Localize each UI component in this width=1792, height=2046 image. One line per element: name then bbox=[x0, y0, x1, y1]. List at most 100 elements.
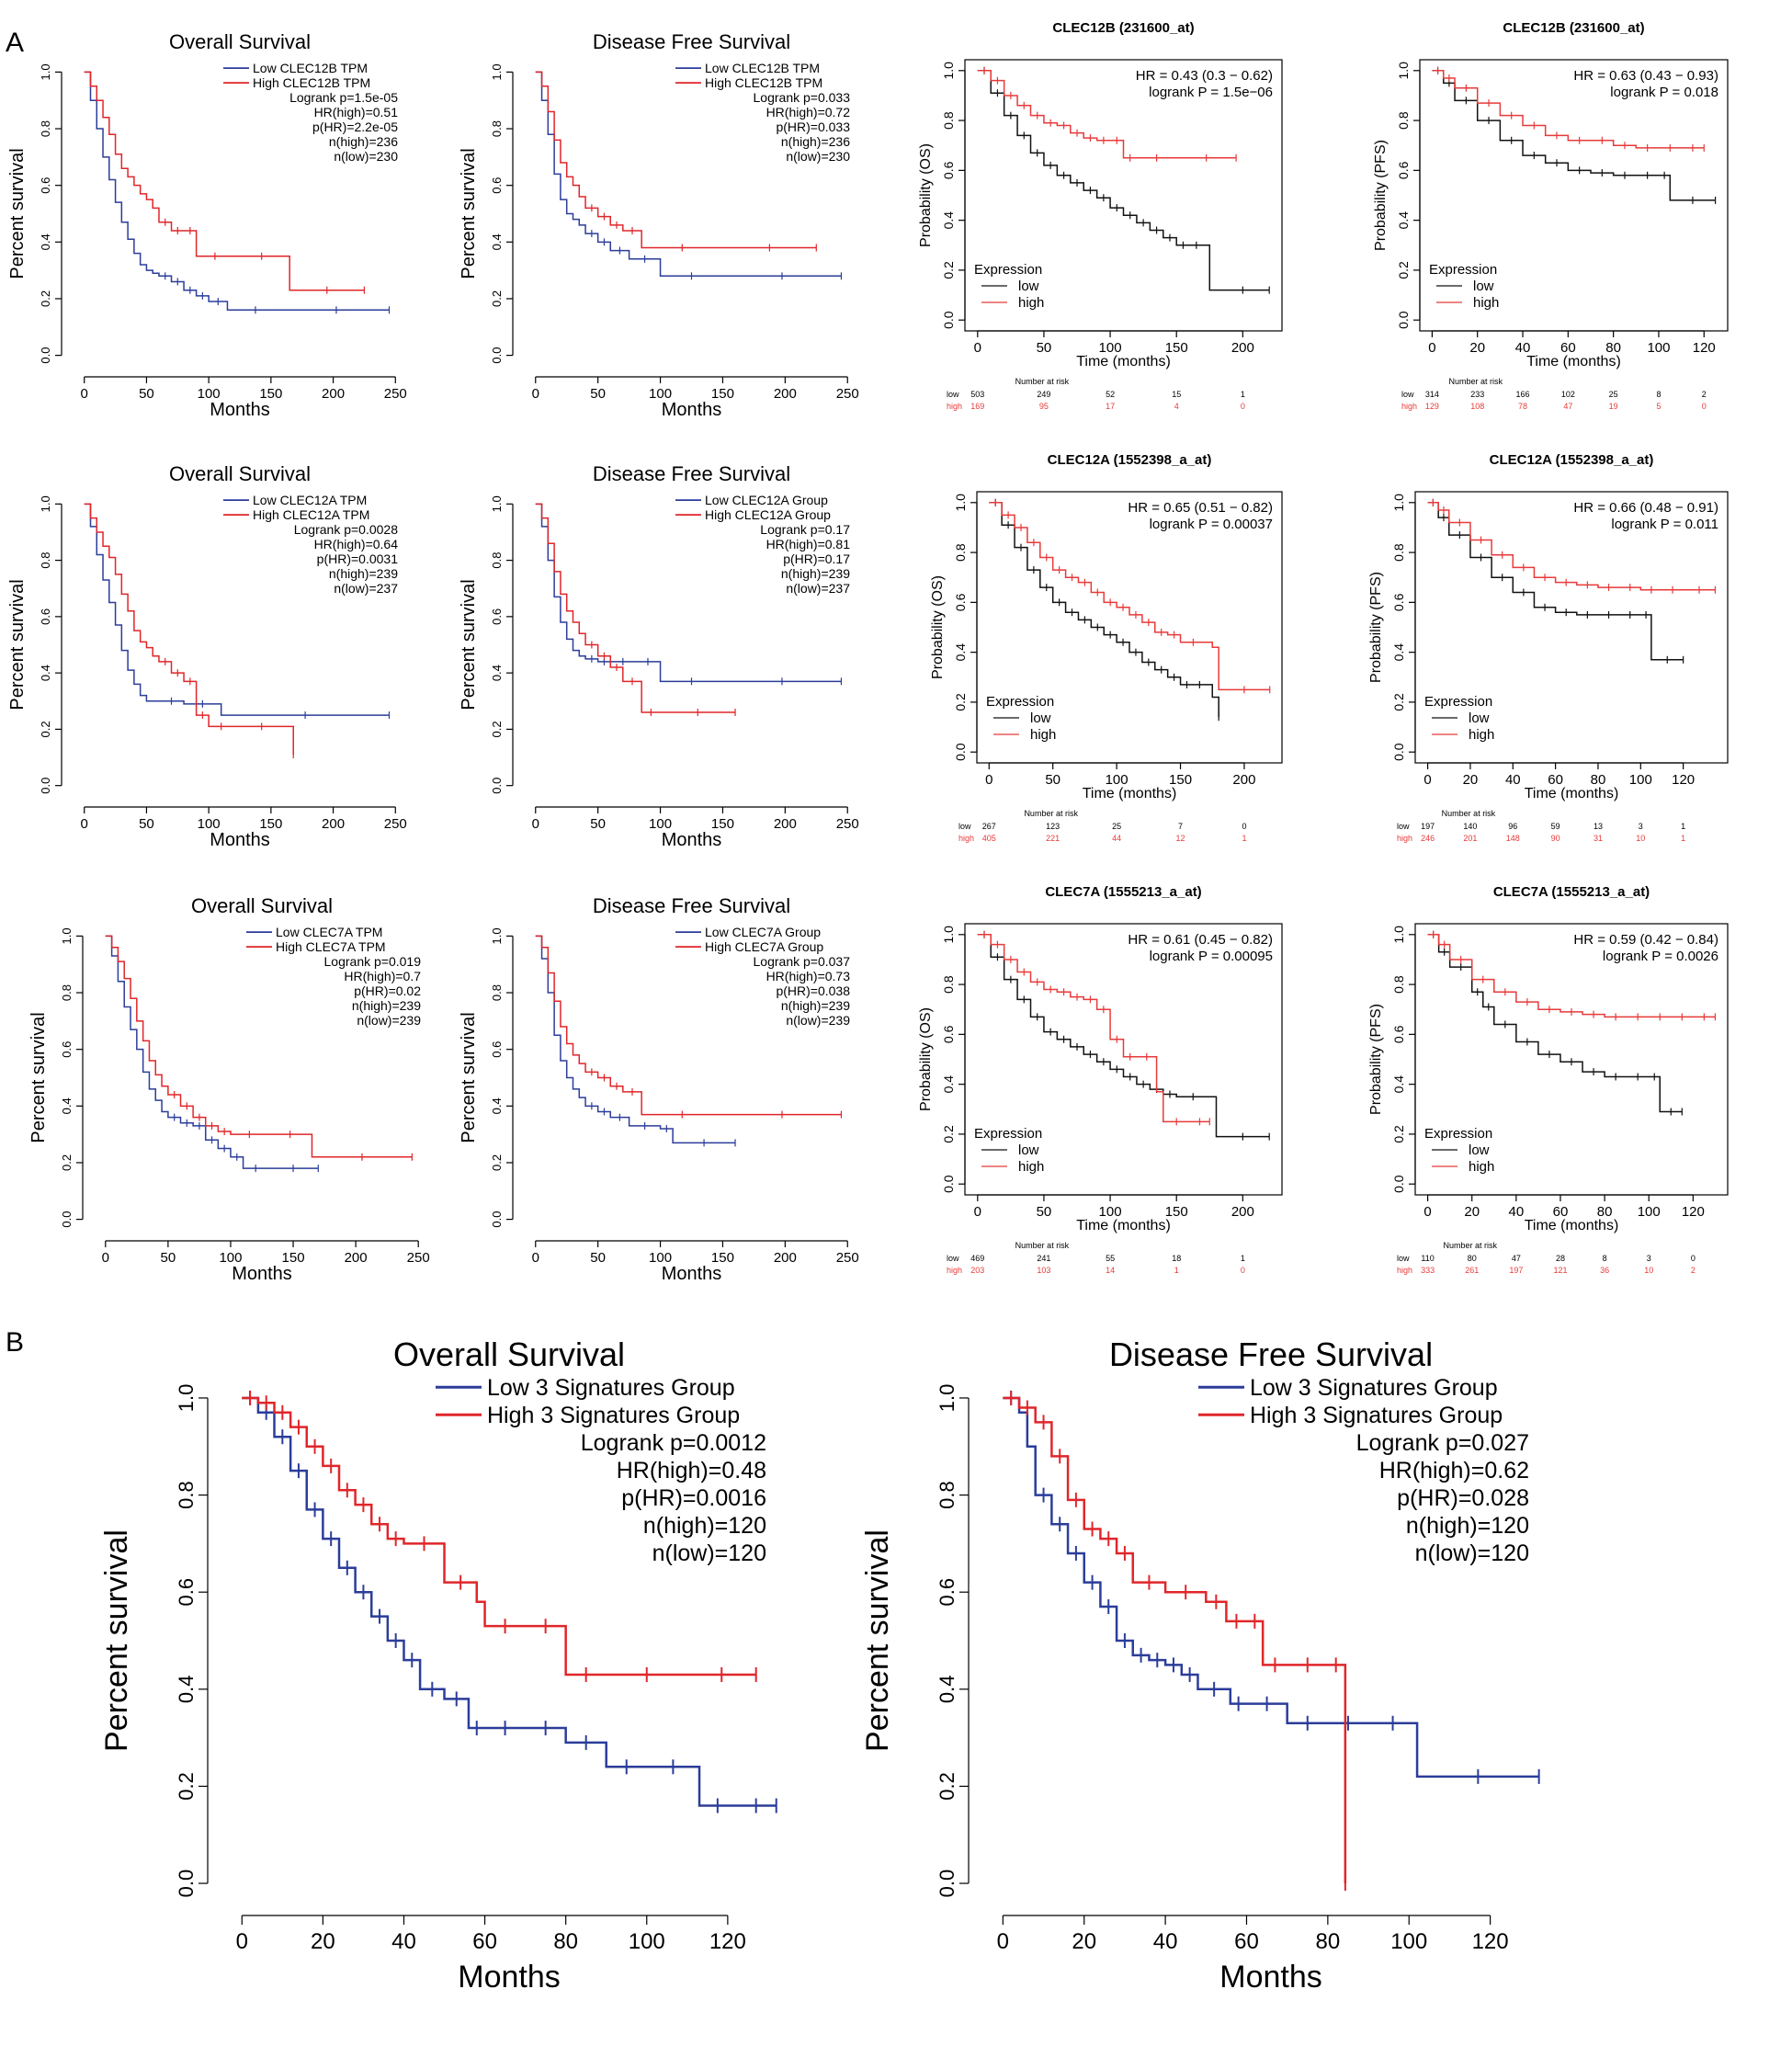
y-tick-label: 0.8 bbox=[490, 552, 504, 569]
stat-text: n(high)=120 bbox=[1406, 1513, 1529, 1539]
chart-title: Disease Free Survival bbox=[593, 894, 790, 917]
y-axis-label: Probability (OS) bbox=[918, 143, 934, 247]
x-tick-label: 0 bbox=[532, 1250, 539, 1266]
risk-count-high: 95 bbox=[1039, 402, 1049, 411]
x-tick-label: 150 bbox=[1169, 772, 1192, 788]
stat-text: HR(high)=0.7 bbox=[344, 969, 421, 983]
survival-curve-high bbox=[977, 70, 1237, 159]
chart-title: CLEC12A (1552398_a_at) bbox=[1048, 452, 1212, 468]
stat-text: Logrank p=0.037 bbox=[754, 954, 851, 969]
x-tick-label: 100 bbox=[1106, 772, 1129, 788]
legend-label-1: High CLEC12A Group bbox=[705, 507, 831, 522]
chart-a33: CLEC7A (1555213_a_at) 0.0 0.2 0.4 0.6 0.8 1.0 0… bbox=[918, 884, 1283, 1275]
stat-text: logrank P = 0.00095 bbox=[1150, 949, 1273, 964]
y-tick-label: 0.4 bbox=[490, 665, 504, 681]
risk-row-label-low: low bbox=[958, 822, 971, 831]
y-tick-label: 0.8 bbox=[1396, 111, 1411, 130]
x-tick-label: 150 bbox=[1165, 340, 1188, 356]
chart-a23: CLEC12A (1552398_a_at) 0.0 0.2 0.4 0.6 0.8 1.0… bbox=[930, 452, 1283, 843]
y-tick-label: 0.6 bbox=[941, 161, 956, 179]
x-tick-label: 50 bbox=[139, 386, 154, 402]
x-tick-label: 150 bbox=[259, 816, 282, 832]
legend-label-low: low bbox=[1030, 710, 1051, 726]
stat-text: logrank P = 0.018 bbox=[1610, 85, 1718, 100]
survival-curve-high bbox=[105, 935, 413, 1158]
chart-title: Disease Free Survival bbox=[593, 30, 790, 53]
x-tick-label: 60 bbox=[1553, 1204, 1569, 1220]
risk-count-low: 2 bbox=[1702, 390, 1707, 399]
x-tick-label: 80 bbox=[553, 1929, 578, 1954]
x-tick-label: 150 bbox=[711, 386, 734, 402]
legend-label-1: High CLEC12B TPM bbox=[705, 75, 822, 90]
risk-count-low: 166 bbox=[1516, 390, 1530, 399]
risk-count-low: 25 bbox=[1609, 390, 1618, 399]
stat-text: p(HR)=0.0031 bbox=[317, 551, 399, 566]
x-tick-label: 150 bbox=[1165, 1204, 1188, 1220]
y-tick-label: 0.6 bbox=[1396, 161, 1411, 179]
risk-count-low: 18 bbox=[1172, 1254, 1181, 1263]
legend-label-1: High CLEC7A Group bbox=[705, 939, 823, 954]
legend-label-high: high bbox=[1030, 727, 1056, 743]
chart-title: CLEC7A (1555213_a_at) bbox=[1045, 884, 1201, 900]
y-tick-label: 0.4 bbox=[490, 1097, 504, 1114]
chart-a11: Overall Survival 0.0 0.2 0.4 0.6 0.8 1.0 0 50 100… bbox=[7, 30, 407, 420]
y-tick-label: 0.0 bbox=[953, 743, 968, 761]
x-tick-label: 200 bbox=[1231, 1204, 1254, 1220]
stat-text: p(HR)=0.028 bbox=[1397, 1485, 1529, 1511]
y-tick-label: 0.8 bbox=[1391, 543, 1406, 562]
stat-text: n(high)=239 bbox=[781, 566, 850, 581]
survival-curve-low bbox=[535, 935, 736, 1144]
stat-text: n(high)=239 bbox=[352, 998, 421, 1013]
x-tick-label: 60 bbox=[472, 1929, 497, 1954]
y-tick-label: 0.6 bbox=[490, 1041, 504, 1058]
risk-count-low: 197 bbox=[1421, 822, 1435, 831]
x-tick-label: 100 bbox=[1099, 340, 1122, 356]
risk-count-high: 0 bbox=[1241, 402, 1245, 411]
y-tick-label: 0.2 bbox=[1391, 1125, 1406, 1143]
chart-title: CLEC12A (1552398_a_at) bbox=[1490, 452, 1654, 468]
legend-label-0: Low CLEC12B TPM bbox=[705, 61, 820, 75]
y-tick-label: 0.0 bbox=[1391, 743, 1406, 761]
y-tick-label: 0.6 bbox=[490, 608, 504, 625]
survival-curve-high bbox=[1432, 70, 1705, 149]
panel-label-a: A bbox=[6, 28, 24, 58]
x-tick-label: 200 bbox=[345, 1250, 368, 1266]
stat-text: HR(high)=0.72 bbox=[766, 105, 851, 119]
y-tick-label: 0.4 bbox=[39, 665, 52, 681]
y-tick-label: 0.8 bbox=[1391, 975, 1406, 994]
chart-title: CLEC12B (231600_at) bbox=[1503, 20, 1644, 36]
x-axis-label: Months bbox=[210, 400, 270, 420]
y-axis-label: Percent survival bbox=[7, 579, 28, 710]
x-tick-label: 100 bbox=[1647, 340, 1670, 356]
x-tick-label: 80 bbox=[1605, 340, 1621, 356]
chart-b1: Overall Survival 0.0 0.2 0.4 0.6 0.8 1.0 0 20 40 6… bbox=[99, 1336, 777, 1995]
stat-text: n(low)=230 bbox=[334, 149, 398, 164]
survival-curve-low bbox=[535, 71, 842, 278]
x-tick-label: 40 bbox=[1153, 1929, 1178, 1954]
x-tick-label: 150 bbox=[711, 1250, 734, 1266]
legend-label-0: Low CLEC12A Group bbox=[705, 493, 828, 507]
stat-text: HR(high)=0.73 bbox=[766, 969, 851, 983]
risk-count-low: 8 bbox=[1656, 390, 1661, 399]
chart-a21: Overall Survival 0.0 0.2 0.4 0.6 0.8 1.0 0 50 100… bbox=[7, 462, 407, 850]
risk-count-low: 0 bbox=[1242, 822, 1246, 831]
x-tick-label: 0 bbox=[236, 1929, 248, 1954]
risk-count-high: 148 bbox=[1506, 834, 1520, 843]
y-tick-label: 0.0 bbox=[490, 1211, 504, 1228]
y-tick-label: 0.2 bbox=[39, 290, 52, 307]
y-tick-label: 0.0 bbox=[1391, 1175, 1406, 1193]
risk-count-high: 201 bbox=[1463, 834, 1477, 843]
y-tick-label: 0.0 bbox=[490, 778, 504, 794]
x-tick-label: 20 bbox=[1072, 1929, 1096, 1954]
survival-curve-high bbox=[535, 935, 842, 1116]
stat-text: Logrank p=0.033 bbox=[754, 90, 851, 105]
y-tick-label: 1.0 bbox=[490, 495, 504, 512]
x-axis-label: Time (months) bbox=[1083, 786, 1177, 801]
chart-title: Overall Survival bbox=[393, 1336, 625, 1373]
y-tick-label: 0.8 bbox=[39, 552, 52, 569]
y-axis-label: Percent survival bbox=[28, 1012, 49, 1142]
x-tick-label: 200 bbox=[1232, 772, 1255, 788]
x-tick-label: 100 bbox=[1390, 1929, 1427, 1954]
legend-label-0: Low 3 Signatures Group bbox=[1250, 1375, 1498, 1401]
stat-text: HR = 0.59 (0.42 − 0.84) bbox=[1573, 932, 1718, 948]
